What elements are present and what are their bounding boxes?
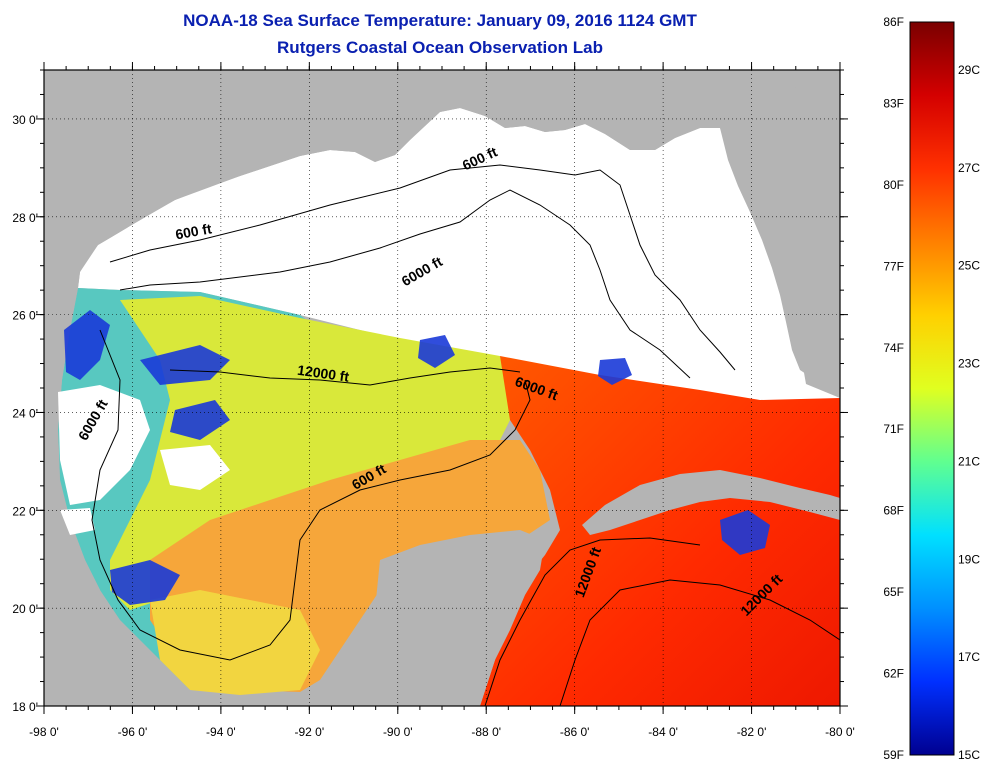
florida-land [720, 78, 840, 380]
lat-tick-label: 22 0' [12, 504, 38, 518]
lon-tick-label: -90 0' [383, 725, 413, 739]
colorbar [909, 21, 955, 756]
lat-tick-label: 20 0' [12, 602, 38, 616]
axis-ticks [36, 62, 848, 714]
colorbar-c-label: 21C [958, 454, 980, 468]
lon-tick-label: -88 0' [471, 725, 501, 739]
lon-tick-label: -92 0' [295, 725, 325, 739]
colorbar-f-label: 77F [883, 259, 904, 273]
colorbar-f-label: 59F [883, 748, 904, 762]
colorbar-c-label: 23C [958, 357, 980, 371]
chart-subtitle: Rutgers Coastal Ocean Observation Lab [277, 38, 603, 57]
sst-warm [480, 356, 840, 706]
lat-tick-label: 18 0' [12, 700, 38, 714]
no-data-region [78, 108, 840, 420]
colorbar-f-label: 74F [883, 341, 904, 355]
latitude-tick-labels: 30 0' 28 0' 26 0' 24 0' 22 0' 20 0' 18 0' [12, 113, 38, 714]
cuba-land [582, 470, 840, 535]
lat-tick-label: 28 0' [12, 211, 38, 225]
colorbar-f-label: 71F [883, 422, 904, 436]
colorbar-c-label: 17C [958, 650, 980, 664]
colorbar-c-label: 19C [958, 552, 980, 566]
cloud-gaps [58, 385, 230, 535]
colorbar-c-label: 29C [958, 63, 980, 77]
colorbar-f-label: 83F [883, 96, 904, 110]
graticule [44, 70, 840, 706]
chart-title: NOAA-18 Sea Surface Temperature: January… [183, 11, 697, 30]
lat-tick-label: 30 0' [12, 113, 38, 127]
colorbar-c-label: 27C [958, 161, 980, 175]
lon-tick-label: -84 0' [648, 725, 678, 739]
contour-label: 600 ft [174, 220, 213, 242]
colorbar-f-label: 86F [883, 15, 904, 29]
northern-land [44, 70, 840, 590]
contour-label: 12000 ft [296, 362, 350, 385]
bathymetry-contours [91, 164, 840, 706]
lat-tick-label: 24 0' [12, 406, 38, 420]
colorbar-f-label: 68F [883, 504, 904, 518]
colorbar-f-label: 65F [883, 585, 904, 599]
lon-tick-label: -82 0' [737, 725, 767, 739]
yucatan-land [370, 530, 545, 706]
longitude-tick-labels: -98 0' -96 0' -94 0' -92 0' -90 0' -88 0' -86 … [29, 725, 855, 739]
lon-tick-label: -96 0' [118, 725, 148, 739]
lon-tick-label: -86 0' [560, 725, 590, 739]
colorbar-c-label: 25C [958, 259, 980, 273]
lon-tick-label: -98 0' [29, 725, 59, 739]
lon-tick-label: -94 0' [206, 725, 236, 739]
colorbar-f-label: 62F [883, 667, 904, 681]
lat-tick-label: 26 0' [12, 309, 38, 323]
cold-patches [64, 310, 770, 605]
colorbar-celsius-labels: 29C 27C 25C 23C 21C 19C 17C 15C [958, 63, 980, 762]
sst-yellow [150, 590, 320, 695]
colorbar-c-label: 15C [958, 748, 980, 762]
colorbar-fahrenheit-labels: 86F 83F 80F 77F 74F 71F 68F 65F 62F 59F [883, 15, 904, 762]
lon-tick-label: -80 0' [825, 725, 855, 739]
colorbar-f-label: 80F [883, 178, 904, 192]
